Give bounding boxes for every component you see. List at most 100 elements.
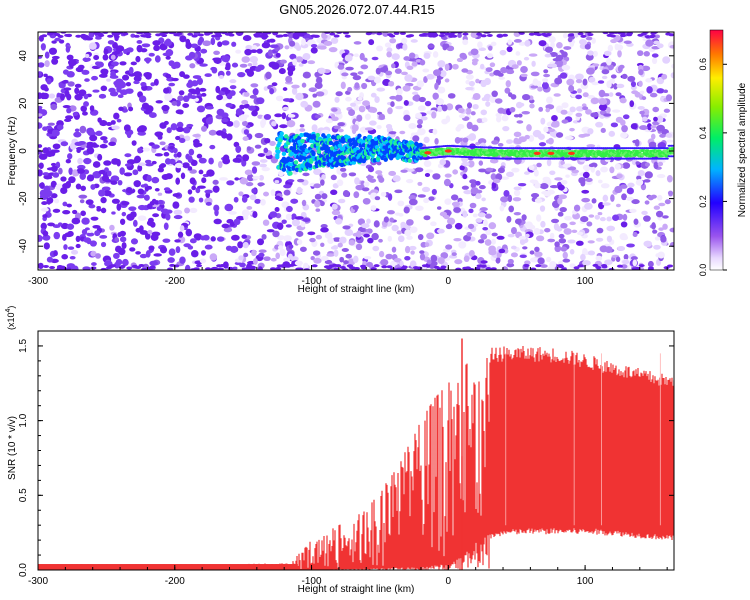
spectrogram-cell: [136, 44, 143, 53]
spectrogram-signal-cell: [276, 149, 281, 154]
spectrogram-cell: [528, 165, 535, 171]
spectrogram-cell: [83, 157, 92, 165]
spectrogram-cell: [644, 162, 650, 167]
spectrogram-cell: [506, 46, 513, 53]
spectrogram-cell: [476, 189, 483, 194]
spectrogram-cell: [53, 231, 61, 240]
spectrogram-edge-cell: [262, 34, 269, 38]
spectrogram-cell: [567, 37, 573, 43]
spectrogram-cell: [66, 203, 72, 208]
spectrogram-cell: [148, 245, 155, 251]
spectrogram-cell: [608, 92, 614, 97]
spectrogram-cell: [626, 187, 634, 195]
spectrogram-cell: [423, 215, 431, 221]
spectrogram-edge-cell: [468, 267, 475, 270]
spectrogram-edge-cell: [535, 33, 542, 37]
spectrogram-cell: [393, 257, 402, 263]
spectrogram-cell: [380, 191, 387, 197]
spectrogram-edge-cell: [275, 34, 282, 38]
spectrogram-y-tick-label: 40: [18, 50, 29, 62]
spectrogram-cell: [657, 194, 663, 201]
spectrogram-cell: [615, 203, 621, 208]
spectrogram-cell: [247, 173, 254, 182]
spectrogram-cell: [547, 189, 555, 195]
spectrogram-edge-cell: [462, 266, 469, 270]
spectrogram-cell: [657, 251, 665, 259]
spectrogram-cell: [56, 124, 64, 131]
spectrogram-cell: [615, 92, 622, 97]
spectrogram-cell: [510, 245, 517, 250]
spectrogram-cell: [64, 232, 73, 238]
spectrogram-cell: [562, 32, 568, 39]
spectrogram-cell: [550, 41, 555, 49]
spectrogram-cell: [423, 198, 430, 204]
spectrogram-cell: [601, 75, 608, 80]
spectrogram-cell: [560, 109, 568, 115]
spectrogram-cell: [291, 218, 301, 227]
spectrogram-cell: [123, 124, 131, 132]
spectrogram-cell: [335, 110, 342, 115]
spectrogram-cell: [247, 62, 253, 67]
spectrogram-cell: [177, 95, 184, 102]
spectrogram-cell: [617, 246, 626, 251]
spectrogram-cell: [38, 153, 48, 160]
spectrogram-cell: [599, 216, 606, 222]
spectrogram-cell: [77, 64, 85, 70]
spectrogram-cell: [338, 198, 346, 204]
spectrogram-cell: [551, 120, 560, 128]
spectrogram-cell: [232, 157, 242, 163]
spectrogram-cell: [119, 167, 125, 175]
spectrogram-cell: [495, 173, 503, 181]
spectrogram-cell: [491, 90, 498, 98]
spectrogram-signal-edge: [671, 144, 674, 147]
spectrogram-cell: [657, 161, 664, 167]
spectrogram-signal-cell: [302, 143, 307, 149]
spectrogram-edge-cell: [270, 267, 277, 270]
spectrogram-cell: [370, 205, 377, 211]
spectrogram-cell: [258, 252, 265, 258]
spectrogram-cell: [157, 134, 163, 140]
spectrogram-cell: [200, 250, 206, 256]
spectrogram-cell: [315, 91, 325, 97]
spectrogram-cell: [536, 214, 542, 222]
spectrogram-cell: [100, 136, 108, 141]
spectrogram-cell: [403, 206, 410, 214]
spectrogram-cell: [610, 194, 615, 202]
spectrogram-edge-cell: [141, 267, 148, 270]
spectrogram-cell: [549, 261, 557, 269]
spectrogram-cell: [320, 129, 330, 134]
spectrogram-cell: [652, 229, 658, 234]
spectrogram-cell: [585, 177, 593, 183]
spectrogram-cell: [494, 98, 503, 104]
spectrogram-cell: [472, 103, 479, 110]
spectrogram-cell: [508, 205, 515, 213]
spectrogram-cell: [388, 170, 397, 176]
spectrogram-cell: [165, 73, 172, 79]
spectrogram-cell: [582, 171, 590, 179]
spectrogram-signal-cell: [279, 131, 284, 136]
spectrogram-cell: [100, 241, 107, 248]
spectrogram-edge-cell: [399, 32, 406, 35]
spectrogram-cell: [509, 106, 516, 113]
spectrogram-cell: [650, 133, 656, 140]
spectrogram-cell: [300, 220, 306, 228]
spectrogram-cell: [463, 189, 472, 195]
spectrogram-cell: [390, 101, 395, 108]
spectrogram-cell: [610, 39, 618, 44]
spectrogram-cell: [143, 183, 148, 188]
spectrogram-cell: [250, 49, 258, 54]
spectrogram-signal-cell: [383, 157, 388, 162]
spectrogram-cell: [347, 86, 353, 93]
spectrogram-cell: [517, 182, 527, 187]
spectrogram-cell: [372, 245, 380, 252]
spectrogram-cell: [652, 106, 660, 113]
spectrogram-cell: [481, 117, 488, 123]
spectrogram-cell: [252, 211, 258, 219]
spectrogram-cell: [600, 166, 609, 173]
spectrogram-cell: [199, 258, 207, 264]
spectrogram-cell: [69, 256, 76, 260]
spectrogram-cell: [279, 248, 286, 257]
spectrogram-cell: [423, 160, 432, 168]
spectrogram-cell: [234, 177, 240, 181]
spectrogram-cell: [553, 223, 560, 231]
